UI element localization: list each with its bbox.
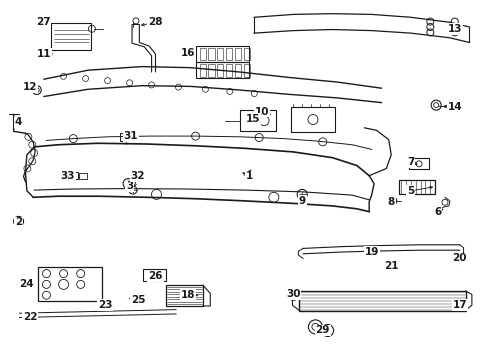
Text: 15: 15 — [245, 114, 260, 124]
Bar — [68, 172, 78, 179]
Text: 14: 14 — [447, 102, 461, 112]
Text: 12: 12 — [23, 82, 38, 92]
Bar — [290, 107, 334, 132]
Bar — [217, 64, 223, 77]
Text: 4: 4 — [15, 117, 22, 127]
Text: 18: 18 — [181, 290, 195, 300]
Bar — [199, 64, 205, 77]
Bar — [208, 48, 214, 60]
Bar — [38, 267, 102, 301]
Bar — [243, 48, 249, 60]
Bar — [398, 180, 434, 194]
Text: 32: 32 — [130, 171, 145, 181]
Text: 31: 31 — [123, 131, 138, 141]
Text: 9: 9 — [298, 196, 305, 206]
Bar — [243, 64, 249, 77]
Text: 27: 27 — [36, 17, 50, 27]
Bar — [208, 64, 214, 77]
Text: 5: 5 — [407, 186, 413, 196]
Bar — [225, 64, 232, 77]
Text: 8: 8 — [387, 197, 394, 207]
Bar — [239, 110, 276, 131]
Text: 33: 33 — [60, 171, 75, 181]
Text: 21: 21 — [383, 261, 398, 271]
Text: 7: 7 — [406, 157, 414, 167]
Bar — [217, 48, 223, 60]
Bar — [79, 173, 86, 179]
Text: 23: 23 — [98, 300, 112, 310]
Text: 3: 3 — [126, 181, 133, 192]
Text: 10: 10 — [254, 107, 268, 117]
Text: 13: 13 — [447, 24, 461, 34]
Bar — [195, 62, 249, 78]
Text: 28: 28 — [148, 17, 163, 27]
Text: 26: 26 — [148, 271, 163, 282]
Text: 22: 22 — [23, 312, 38, 322]
Bar — [142, 269, 166, 281]
Bar — [408, 158, 428, 169]
Text: 2: 2 — [15, 217, 22, 228]
Bar — [299, 291, 465, 311]
Text: 1: 1 — [245, 171, 252, 181]
Bar — [195, 46, 249, 62]
Bar — [234, 64, 241, 77]
Text: 29: 29 — [315, 325, 329, 336]
Bar — [225, 48, 232, 60]
Bar — [234, 48, 241, 60]
Text: 20: 20 — [451, 253, 466, 264]
Text: 17: 17 — [451, 300, 466, 310]
Text: 16: 16 — [181, 48, 195, 58]
Bar — [199, 48, 205, 60]
Text: 24: 24 — [20, 279, 34, 289]
Text: 11: 11 — [37, 49, 51, 59]
Bar — [120, 133, 132, 141]
Text: 6: 6 — [433, 207, 440, 217]
Text: 30: 30 — [285, 289, 300, 300]
Bar — [166, 285, 203, 306]
Text: 25: 25 — [130, 294, 145, 305]
Text: 19: 19 — [364, 247, 378, 257]
Bar — [51, 23, 91, 50]
